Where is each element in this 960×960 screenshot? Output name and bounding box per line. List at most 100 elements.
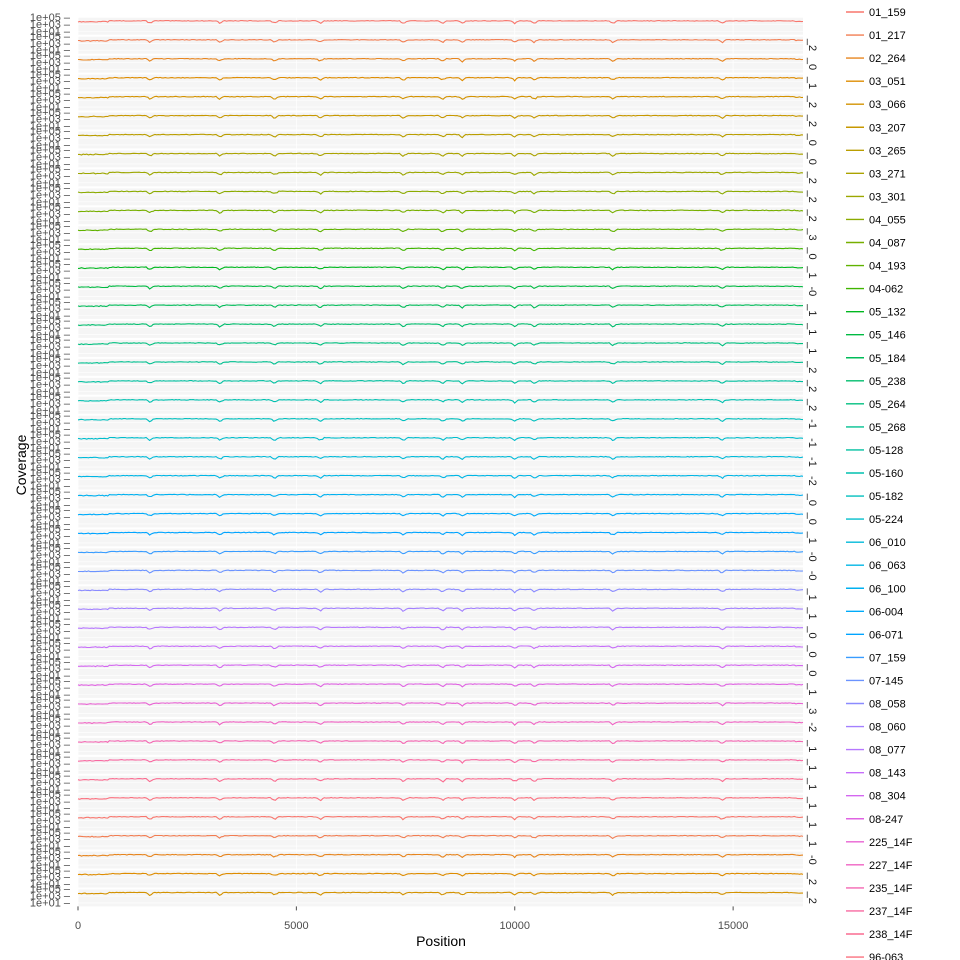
- y-tick-label: 1e+01 –: [30, 784, 71, 796]
- y-tick-label: 1e+05 –: [30, 69, 71, 81]
- facet-panel: 1e+01 –1e+03 –1e+05 –: [30, 562, 804, 587]
- panel-background: [78, 320, 803, 338]
- facet-panel: 1e+01 –1e+03 –1e+05 –: [30, 277, 804, 303]
- legend-label: 03_271: [869, 168, 906, 180]
- y-tick-label: 1e+01 –: [30, 234, 71, 246]
- facet-strip-label: -2: [806, 722, 818, 732]
- legend-label: 08_077: [869, 745, 906, 757]
- panel-background: [78, 756, 803, 774]
- coverage-line: [77, 285, 804, 290]
- facet-panel: 1e+01 –1e+03 –1e+05 –: [30, 694, 804, 720]
- y-tick-label: 1e+05 –: [30, 296, 71, 308]
- y-tick-label: 1e+01 –: [30, 64, 71, 76]
- panel-background: [78, 207, 803, 225]
- facet-panel: 1e+01 –1e+03 –1e+05 –: [30, 334, 803, 360]
- facet-strip-label: _2: [806, 38, 818, 51]
- y-tick-label: 1e+03 –: [30, 663, 71, 675]
- facet-panel: 1e+01 –1e+03 –1e+05 –: [30, 126, 804, 151]
- panel-background: [78, 36, 803, 54]
- panel-background: [78, 642, 803, 661]
- y-tick-label: 1e+03 –: [30, 246, 71, 258]
- y-tick-label: 1e+01 –: [30, 670, 71, 682]
- y-tick-label: 1e+05 –: [30, 50, 71, 62]
- facet-panel: 1e+01 –1e+03 –1e+05 –: [30, 202, 804, 227]
- y-tick-label: 1e+05 –: [30, 429, 71, 441]
- x-axis-title: Position: [416, 933, 466, 949]
- y-tick-label: 1e+05 –: [30, 581, 71, 593]
- panel-background: [78, 775, 803, 793]
- x-tick-label: 15000: [718, 920, 749, 932]
- coverage-line: [77, 645, 803, 650]
- y-tick-label: 1e+01 –: [30, 177, 71, 189]
- facet-panel: 1e+01 –1e+03 –1e+05 –: [30, 486, 804, 512]
- legend-label: 04_055: [869, 214, 906, 226]
- facet-panel: 1e+01 –1e+03 –1e+05 –: [30, 429, 804, 455]
- y-tick-label: 1e+05 –: [30, 164, 71, 176]
- coverage-line: [77, 778, 804, 783]
- y-tick-label: 1e+03 –: [30, 341, 71, 353]
- facet-panel: 1e+01 –1e+03 –1e+05 –: [30, 543, 804, 568]
- legend-label: 05_184: [869, 353, 906, 365]
- facet-panel: 1e+01 –1e+03 –1e+05 –: [30, 50, 804, 76]
- y-tick-label: 1e+01 –: [30, 822, 71, 834]
- panel-background: [78, 548, 803, 566]
- coverage-line: [78, 721, 804, 727]
- y-tick-label: 1e+03 –: [30, 152, 71, 164]
- legend-label: 05-224: [869, 514, 903, 526]
- y-tick-label: 1e+01 –: [30, 897, 71, 909]
- facet-strip-label: _1: [806, 341, 818, 354]
- y-tick-label: 1e+03 –: [30, 758, 71, 770]
- y-tick-label: 1e+01 –: [30, 708, 71, 720]
- coverage-line: [77, 380, 803, 385]
- y-tick-label: 1e+03 –: [30, 19, 71, 31]
- y-tick-label: 1e+05 –: [30, 107, 71, 119]
- coverage-line: [77, 815, 804, 821]
- coverage-line: [77, 493, 804, 499]
- facet-panel: 1e+01 –1e+03 –1e+05 –: [30, 107, 803, 133]
- facet-strip-label: _2: [806, 114, 818, 127]
- facet-panel: 1e+01 –1e+03 –1e+05 –: [30, 220, 804, 246]
- facet-strip-label: -0: [806, 287, 818, 297]
- y-tick-label: 1e+03 –: [30, 606, 71, 618]
- facet-strip-label: _2: [806, 190, 818, 203]
- y-tick-label: 1e+01 –: [30, 613, 71, 625]
- panel-background: [78, 225, 803, 244]
- y-tick-label: 1e+03 –: [30, 455, 71, 467]
- facet-panel: 1e+01 –1e+03 –1e+05 –: [30, 448, 804, 474]
- panel-background: [78, 832, 803, 850]
- panel-background: [78, 870, 803, 888]
- y-tick-label: 1e+05 –: [30, 713, 71, 725]
- facet-strip-label: _1: [806, 606, 818, 619]
- y-tick-label: 1e+03 –: [30, 76, 71, 88]
- legend-label: 08_060: [869, 722, 906, 734]
- facet-panel: 1e+01 –1e+03 –1e+05 –: [30, 770, 804, 796]
- panel-background: [78, 434, 803, 452]
- facet-strip-label: _1: [806, 682, 818, 695]
- y-tick-label: 1e+05 –: [30, 827, 71, 839]
- panel-background: [78, 169, 803, 187]
- y-tick-label: 1e+01 –: [30, 537, 71, 549]
- y-tick-label: 1e+05 –: [30, 353, 71, 365]
- y-tick-label: 1e+05 –: [30, 145, 71, 157]
- facet-panel: 1e+01 –1e+03 –1e+05 –: [30, 410, 804, 436]
- coverage-line: [77, 228, 804, 233]
- y-tick-label: 1e+01 –: [30, 689, 71, 701]
- y-tick-label: 1e+05 –: [30, 372, 71, 384]
- panel-background: [78, 244, 803, 263]
- panel-background: [78, 55, 803, 73]
- coverage-line: [77, 607, 804, 613]
- legend: 01_159 01_217 02_264 03_051 03_066 03_207 03_2…: [846, 7, 913, 960]
- coverage-line: [77, 683, 804, 688]
- y-tick-label: 1e+01 –: [30, 443, 71, 455]
- facet-panel: 1e+01 –1e+03 –1e+05 –: [30, 808, 804, 834]
- y-tick-label: 1e+01 –: [30, 272, 71, 284]
- coverage-line: [77, 796, 804, 802]
- legend-label: 06-071: [869, 629, 903, 641]
- y-tick-label: 1e+01 –: [30, 405, 71, 417]
- legend-label: 06-004: [869, 606, 903, 618]
- facet-panel: 1e+01 –1e+03 –1e+05 –: [30, 675, 804, 701]
- y-tick-label: 1e+05 –: [30, 543, 71, 555]
- coverage-line: [77, 323, 804, 328]
- facet-panel: 1e+01 –1e+03 –1e+05 –: [30, 372, 803, 398]
